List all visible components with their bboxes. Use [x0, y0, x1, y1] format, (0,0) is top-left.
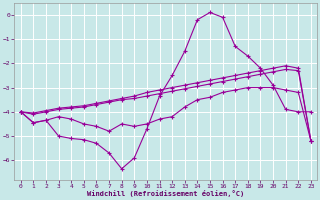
X-axis label: Windchill (Refroidissement éolien,°C): Windchill (Refroidissement éolien,°C) — [87, 190, 244, 197]
